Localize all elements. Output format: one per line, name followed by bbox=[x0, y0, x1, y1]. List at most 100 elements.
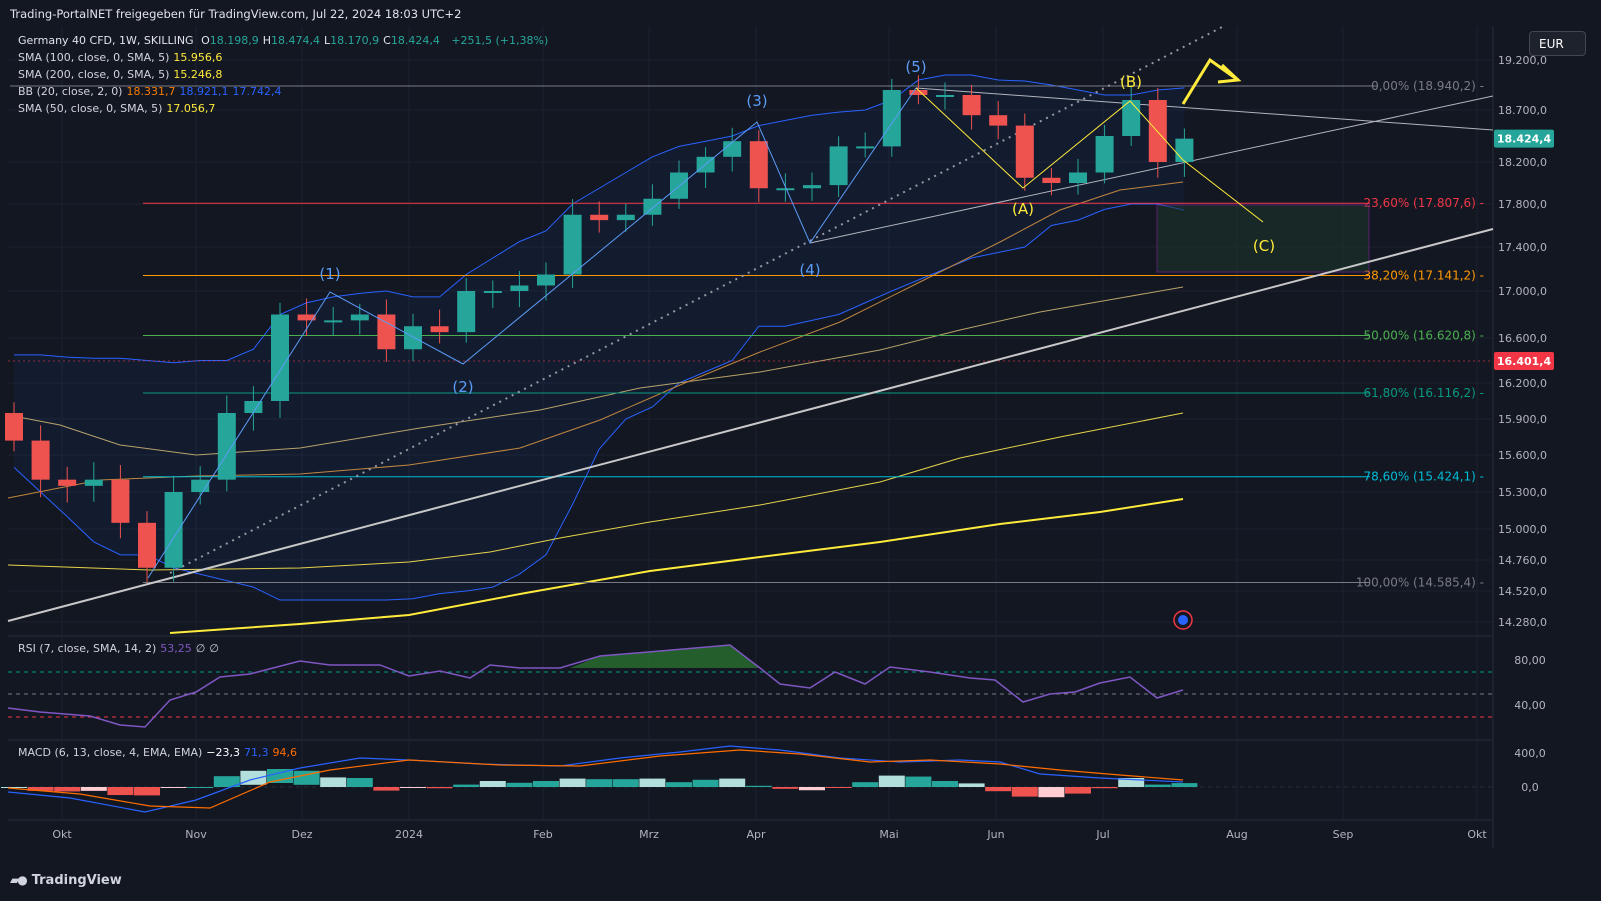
wave-label-impulse: (1) bbox=[319, 265, 340, 283]
long-trendline bbox=[7, 228, 1494, 622]
wave-label-impulse: (2) bbox=[452, 378, 473, 396]
target-zone-box bbox=[1156, 204, 1370, 273]
macd-histogram-bar bbox=[400, 787, 426, 788]
candle-body bbox=[430, 326, 449, 333]
macd-histogram-bar bbox=[160, 787, 187, 788]
rsi-axis-label: 80,00 bbox=[1514, 654, 1546, 667]
macd-histogram-bar bbox=[932, 781, 958, 787]
currency-button[interactable]: EUR bbox=[1529, 31, 1586, 56]
channel-lower-line bbox=[809, 95, 1494, 244]
macd-histogram-bar bbox=[1171, 783, 1198, 787]
candle-body bbox=[1042, 177, 1061, 183]
macd-histogram-bar bbox=[1, 787, 27, 788]
event-icon bbox=[1173, 610, 1193, 630]
ohlc-key: L bbox=[324, 34, 331, 47]
price-axis-label: 18.200,0 bbox=[1498, 156, 1547, 169]
ohlc-value: 18.424,4 bbox=[390, 34, 440, 47]
macd-histogram-bar bbox=[54, 787, 81, 792]
time-axis-label: Apr bbox=[746, 828, 766, 841]
candle-body bbox=[856, 146, 875, 149]
price-axis-label: 17.400,0 bbox=[1498, 241, 1547, 254]
candle-body bbox=[936, 95, 954, 97]
symbol-legend: Germany 40 CFD, 1W, SKILLING O18.198,9 H1… bbox=[18, 34, 552, 47]
rsi-line bbox=[7, 644, 1184, 728]
candle-body bbox=[138, 522, 156, 568]
candle-body bbox=[1015, 125, 1034, 178]
indicator-value: −23,3 bbox=[206, 746, 240, 759]
macd-histogram-bar bbox=[80, 787, 107, 791]
price-axis-label: 17.000,0 bbox=[1498, 285, 1547, 298]
macd-histogram-bar bbox=[453, 784, 480, 787]
macd-histogram-bar bbox=[586, 779, 613, 787]
candle-body bbox=[749, 141, 768, 189]
candle-body bbox=[1069, 172, 1087, 183]
time-axis-label: Mai bbox=[879, 828, 898, 841]
marker-price-label: 16.401,4 bbox=[1497, 355, 1552, 368]
fib-level-label: 78,60% (15.424,1) - bbox=[1363, 470, 1484, 484]
bollinger-lower-line bbox=[13, 203, 1185, 601]
price-axis-label: 18.700,0 bbox=[1498, 104, 1547, 117]
projection-arrowhead bbox=[1217, 63, 1242, 84]
candle-body bbox=[58, 479, 77, 486]
time-axis-label: Okt bbox=[1467, 828, 1487, 841]
candle-body bbox=[164, 492, 183, 568]
macd-histogram-bar bbox=[1118, 778, 1145, 787]
ohlc-key: H bbox=[262, 34, 272, 47]
macd-histogram-bar bbox=[187, 787, 214, 788]
macd-histogram-bar bbox=[1011, 787, 1038, 797]
price-axis-label: 19.200,0 bbox=[1498, 54, 1547, 67]
rsi-overbought-fill bbox=[570, 645, 760, 668]
macd-histogram-bar bbox=[612, 779, 639, 787]
macd-line bbox=[7, 745, 1184, 813]
candle-body bbox=[377, 314, 396, 350]
macd-histogram-bar bbox=[559, 778, 586, 787]
candle-body bbox=[803, 185, 821, 189]
macd-legend: MACD (6, 13, close, 4, EMA, EMA) −23,3 71,… bbox=[18, 746, 301, 759]
macd-histogram-bar bbox=[852, 782, 879, 787]
price-axis-label: 16.200,0 bbox=[1498, 377, 1547, 390]
macd-histogram-bar bbox=[267, 769, 293, 783]
candle-body bbox=[882, 90, 901, 147]
candle-body bbox=[1122, 100, 1141, 136]
indicator-label: SMA (100, close, 0, SMA, 5) bbox=[18, 51, 170, 64]
price-axis-label: 14.520,0 bbox=[1498, 585, 1547, 598]
indicator-legend: SMA (50, close, 0, SMA, 5) 17.056,7 bbox=[18, 102, 219, 115]
macd-histogram-bar bbox=[825, 787, 852, 788]
rsi-axis-label: 40,00 bbox=[1514, 699, 1546, 712]
price-axis-label: 16.600,0 bbox=[1498, 332, 1547, 345]
event-icon-core bbox=[1178, 615, 1188, 625]
indicator-label: SMA (50, close, 0, SMA, 5) bbox=[18, 102, 163, 115]
candle-body bbox=[84, 479, 103, 486]
time-axis-label: Jun bbox=[986, 828, 1004, 841]
rsi-legend: RSI (7, close, SMA, 14, 2) 53,25 ∅ ∅ bbox=[18, 642, 223, 655]
candle-body bbox=[537, 274, 555, 286]
macd-histogram-bar bbox=[426, 787, 453, 789]
fib-level-label: 61,80% (16.116,2) - bbox=[1363, 386, 1484, 400]
indicator-value: 18.921,1 bbox=[179, 85, 229, 98]
time-axis-label: Nov bbox=[185, 828, 207, 841]
price-change: +251,5 (+1,38%) bbox=[451, 34, 549, 47]
fib-level-label: 0,00% (18.940,2) - bbox=[1371, 79, 1484, 93]
tradingview-logo-icon: ▰● bbox=[10, 873, 28, 887]
ohlc-value: 18.474,4 bbox=[271, 34, 321, 47]
macd-histogram-bar bbox=[213, 776, 240, 787]
time-axis-label: Sep bbox=[1333, 828, 1354, 841]
macd-histogram-bar bbox=[27, 787, 54, 791]
macd-histogram-bar bbox=[639, 778, 666, 787]
dotted-trendline bbox=[169, 25, 1225, 574]
indicator-legend: BB (20, close, 2, 0) 18.331,7 18.921,1 17.7… bbox=[18, 85, 285, 98]
wave-label-correction: (B) bbox=[1120, 73, 1142, 91]
macd-histogram-bar bbox=[692, 779, 719, 787]
macd-histogram-bar bbox=[878, 775, 905, 787]
candle-body bbox=[962, 95, 981, 116]
impulse-wave-path bbox=[147, 87, 917, 579]
indicator-value: 15.246,8 bbox=[173, 68, 223, 81]
candle-body bbox=[324, 320, 343, 323]
channel-upper-line bbox=[915, 87, 1494, 131]
price-axis-label: 14.760,0 bbox=[1498, 554, 1547, 567]
macd-axis-label: 0,0 bbox=[1521, 781, 1539, 794]
indicator-value: 53,25 bbox=[160, 642, 192, 655]
time-axis-label: Aug bbox=[1226, 828, 1247, 841]
fib-level-label: 50,00% (16.620,8) - bbox=[1363, 329, 1484, 343]
